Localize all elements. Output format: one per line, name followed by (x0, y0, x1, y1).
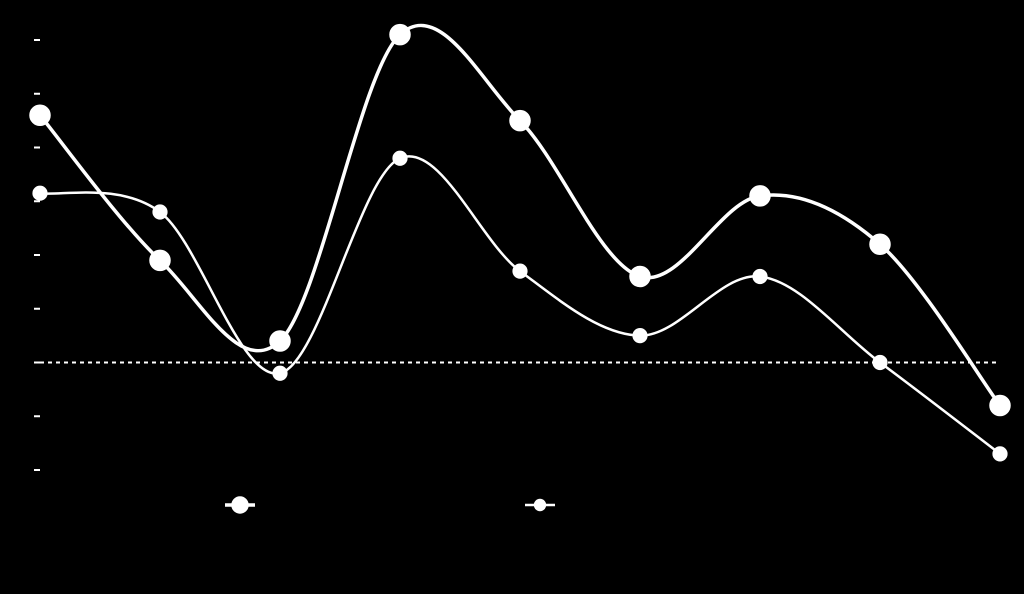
series-b-marker (873, 356, 887, 370)
series-b-marker (753, 270, 767, 284)
series-a-marker (510, 111, 530, 131)
legend-marker-series-b (534, 499, 545, 510)
series-b-marker (33, 186, 47, 200)
series-b-marker (393, 151, 407, 165)
series-b-marker (993, 447, 1007, 461)
series-b-marker (273, 366, 287, 380)
legend-marker-series-a (232, 497, 248, 513)
series-a-marker (390, 25, 410, 45)
series-b-marker (513, 264, 527, 278)
series-a-marker (30, 105, 50, 125)
series-a-marker (870, 234, 890, 254)
series-b-marker (153, 205, 167, 219)
series-b-marker (633, 329, 647, 343)
series-a-marker (990, 396, 1010, 416)
series-a-marker (750, 186, 770, 206)
series-a-marker (270, 331, 290, 351)
series-a-marker (150, 250, 170, 270)
line-chart (0, 0, 1024, 594)
chart-container (0, 0, 1024, 594)
series-a-marker (630, 267, 650, 287)
chart-background (0, 0, 1024, 594)
